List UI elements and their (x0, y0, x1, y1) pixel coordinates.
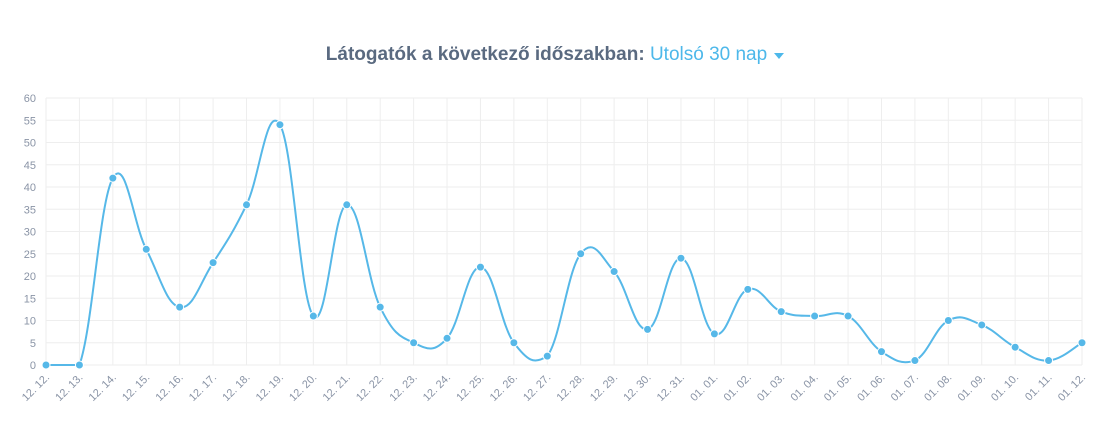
data-point[interactable] (475, 262, 485, 272)
x-tick-label: 12. 20. (287, 372, 319, 404)
x-tick-label: 12. 26. (488, 372, 520, 404)
x-tick-label: 12. 25. (454, 372, 486, 404)
y-tick-label: 0 (30, 360, 36, 372)
data-point[interactable] (1010, 342, 1020, 352)
data-point[interactable] (1077, 338, 1087, 348)
data-point[interactable] (141, 244, 151, 254)
data-point[interactable] (843, 311, 853, 321)
chart-title: Látogatók a következő időszakban: (325, 44, 645, 65)
data-point[interactable] (1044, 356, 1054, 366)
x-tick-label: 01. 07. (889, 372, 921, 404)
period-dropdown[interactable]: Utolsó 30 nap (649, 42, 785, 68)
x-tick-label: 12. 15. (120, 372, 152, 404)
data-point[interactable] (41, 360, 51, 370)
x-tick-label: 12. 12. (20, 372, 52, 404)
y-tick-label: 60 (24, 93, 36, 105)
x-tick-label: 12. 24. (421, 372, 453, 404)
chart-header: Látogatók a következő időszakban: Utolsó… (0, 42, 1110, 68)
period-dropdown-label: Utolsó 30 nap (649, 44, 768, 65)
x-tick-label: 01. 05. (822, 372, 854, 404)
y-tick-label: 40 (24, 182, 36, 194)
data-point[interactable] (609, 267, 619, 277)
x-tick-label: 12. 30. (621, 372, 653, 404)
data-point[interactable] (375, 302, 385, 312)
y-tick-label: 25 (24, 249, 36, 261)
data-point[interactable] (576, 249, 586, 259)
x-tick-label: 01. 01. (688, 372, 720, 404)
data-point[interactable] (643, 324, 653, 334)
y-tick-label: 45 (24, 160, 36, 172)
x-tick-label: 12. 13. (53, 372, 85, 404)
y-tick-label: 20 (24, 271, 36, 283)
x-tick-label: 01. 04. (788, 372, 820, 404)
x-tick-label: 01. 06. (855, 372, 887, 404)
y-axis: 0 5 10 15 20 25 30 35 40 45 50 55 60 (24, 93, 36, 372)
y-tick-label: 50 (24, 138, 36, 150)
data-point[interactable] (208, 258, 218, 268)
x-tick-label: 12. 14. (87, 372, 119, 404)
data-point[interactable] (308, 311, 318, 321)
data-point[interactable] (709, 329, 719, 339)
x-tick-label: 01. 09. (956, 372, 988, 404)
x-tick-label: 01. 03. (755, 372, 787, 404)
x-tick-label: 01. 02. (722, 372, 754, 404)
chart-grid (45, 97, 1083, 366)
data-point[interactable] (509, 338, 519, 348)
x-tick-label: 12. 17. (187, 372, 219, 404)
y-tick-label: 15 (24, 293, 36, 305)
y-tick-label: 10 (24, 316, 36, 328)
data-point[interactable] (275, 120, 285, 130)
x-tick-label: 12. 22. (354, 372, 386, 404)
data-point[interactable] (810, 311, 820, 321)
y-tick-label: 35 (24, 204, 36, 216)
x-tick-label: 12. 16. (154, 372, 186, 404)
data-point[interactable] (175, 302, 185, 312)
x-tick-label: 12. 29. (588, 372, 620, 404)
data-point[interactable] (442, 333, 452, 343)
x-tick-label: 12. 21. (321, 372, 353, 404)
x-tick-label: 12. 19. (254, 372, 286, 404)
data-point[interactable] (776, 307, 786, 317)
x-tick-label: 01. 10. (989, 372, 1021, 404)
data-point[interactable] (242, 200, 252, 210)
x-axis: 12. 12. 12. 13. 12. 14. 12. 15. 12. 16. 12. 1… (20, 372, 1088, 404)
chart-series (41, 119, 1087, 370)
y-tick-label: 5 (30, 338, 36, 350)
data-point[interactable] (542, 351, 552, 361)
data-point[interactable] (910, 356, 920, 366)
data-point[interactable] (74, 360, 84, 370)
x-tick-label: 01. 12. (1056, 372, 1088, 404)
caret-down-icon (774, 53, 785, 59)
data-point[interactable] (943, 316, 953, 325)
x-tick-label: 12. 28. (555, 372, 587, 404)
series-line (46, 119, 1083, 366)
data-point[interactable] (342, 200, 352, 210)
x-tick-label: 01. 11. (1023, 372, 1055, 404)
x-tick-label: 12. 27. (521, 372, 553, 404)
x-tick-label: 01. 08. (922, 372, 954, 404)
data-point[interactable] (676, 253, 686, 263)
data-point[interactable] (743, 284, 753, 294)
y-tick-label: 55 (24, 115, 36, 127)
x-tick-label: 12. 23. (387, 372, 419, 404)
data-point[interactable] (108, 173, 118, 183)
x-tick-label: 12. 31. (655, 372, 687, 404)
data-point[interactable] (409, 338, 419, 348)
data-point[interactable] (876, 347, 886, 357)
x-tick-label: 12. 18. (220, 372, 252, 404)
data-point[interactable] (977, 320, 987, 330)
y-tick-label: 30 (24, 227, 36, 239)
